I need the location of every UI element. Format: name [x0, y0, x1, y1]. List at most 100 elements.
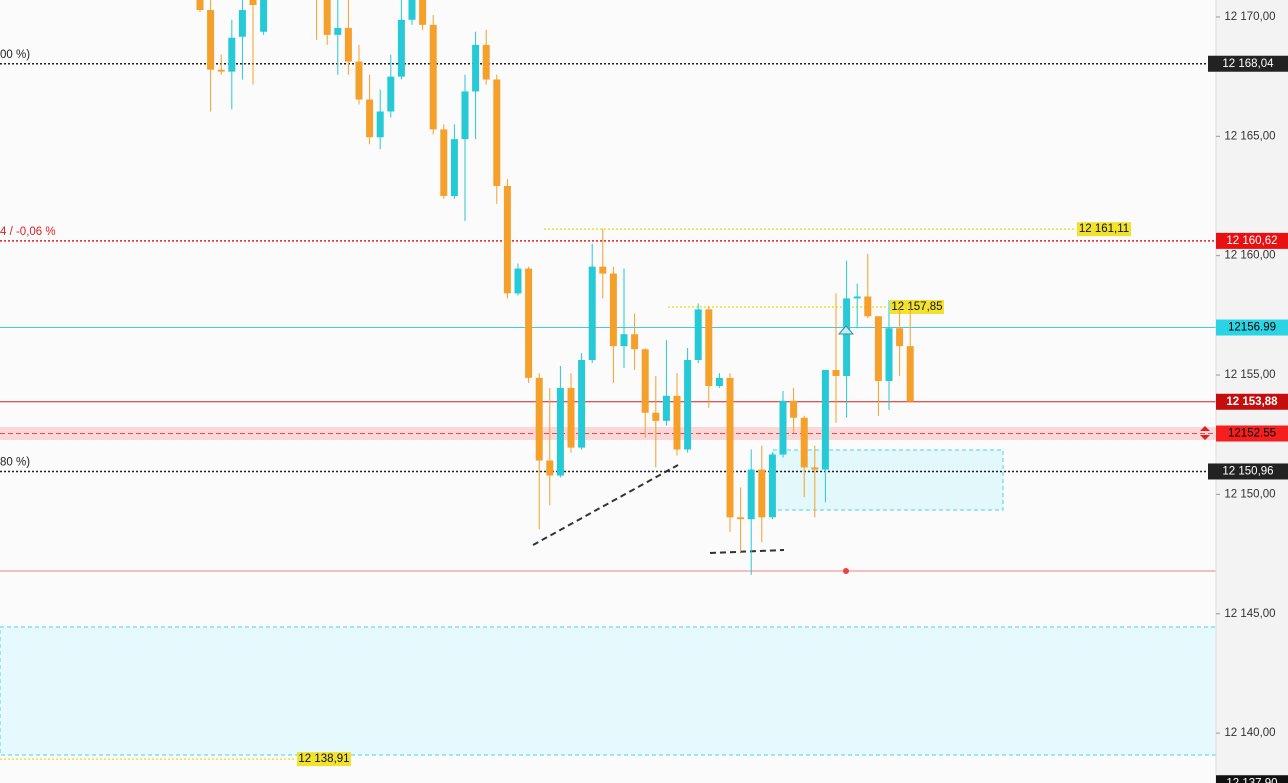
candle-body: [694, 309, 702, 360]
level-note: 4 / -0,06 %: [0, 226, 56, 238]
candle-body: [821, 370, 829, 470]
y-tick-label: 12 155,00: [1224, 369, 1275, 381]
candle-body: [366, 99, 374, 138]
candle-body: [715, 377, 723, 387]
price-box: [1208, 55, 1288, 72]
candle-body: [779, 400, 787, 455]
candle-body: [747, 469, 755, 520]
alert-icon: [1200, 426, 1210, 440]
candle-body: [578, 359, 586, 448]
candle-body: [344, 27, 352, 62]
target-label: 12 157,85: [891, 301, 942, 313]
cyan-zone: [0, 626, 1217, 756]
price-box: [1216, 425, 1288, 442]
candle-body: [800, 417, 808, 468]
candle-body: [260, 0, 268, 32]
candle-body: [514, 268, 522, 294]
candle-body: [705, 309, 713, 387]
candle-body: [334, 27, 342, 35]
candle-body: [429, 24, 437, 130]
price-box: [1216, 775, 1288, 783]
trend-line: [532, 464, 679, 546]
candle-body: [662, 395, 670, 421]
candle-body: [896, 328, 904, 347]
candle-body: [684, 359, 692, 450]
candle-body: [906, 346, 914, 402]
candle-body: [832, 370, 840, 376]
candle-body: [790, 400, 798, 418]
candle-body: [737, 517, 745, 520]
candle-body: [843, 298, 851, 376]
candle-body: [641, 349, 649, 413]
candle-body: [652, 412, 660, 421]
price-label: 12 168,04: [1222, 58, 1274, 70]
candle-body: [387, 76, 395, 112]
candle-body: [249, 0, 257, 6]
candle-body: [620, 334, 628, 347]
candle-body: [376, 111, 384, 138]
level-note: 00 %): [0, 49, 30, 61]
y-axis: 12 170,00 12 165,00 12 160,00 12 155,00 12 1…: [1208, 11, 1288, 783]
candle-body: [228, 37, 236, 72]
price-label: 12 153,88: [1226, 396, 1278, 408]
candle-body: [864, 296, 872, 317]
candle-body: [397, 19, 405, 77]
candle-body: [525, 268, 533, 378]
y-tick-label: 12 170,00: [1224, 11, 1275, 23]
price-label: 12156.99: [1228, 322, 1276, 334]
y-tick-label: 12 150,00: [1224, 488, 1275, 500]
candle-body: [503, 185, 511, 294]
level-note: 80 %): [0, 457, 30, 469]
target-box: [890, 299, 944, 314]
marker-triangle: [837, 325, 855, 335]
candle-body: [853, 296, 861, 299]
candle-body: [556, 387, 564, 476]
price-label: 12 137,90: [1226, 777, 1277, 783]
candle-body: [472, 44, 480, 92]
y-tick-label: 12 160,00: [1224, 250, 1275, 262]
candle-body: [196, 0, 204, 11]
candle-body: [885, 328, 893, 381]
candle-body: [440, 129, 448, 196]
candle-body: [758, 469, 766, 518]
trend-line: [709, 549, 785, 554]
y-tick-label: 12 145,00: [1224, 608, 1275, 620]
price-label: 12152.55: [1228, 428, 1276, 440]
y-tick-label: 12 140,00: [1224, 727, 1275, 739]
candle-body: [419, 0, 427, 25]
marker-dot: [843, 568, 849, 574]
target-box: [1077, 222, 1131, 237]
candle-body: [238, 10, 246, 37]
candle-body: [450, 139, 458, 196]
candle-body: [323, 0, 331, 35]
y-tick-label: 12 165,00: [1224, 130, 1275, 142]
candle-body: [631, 334, 639, 350]
candle-body: [546, 460, 554, 476]
target-label: 12 138,91: [298, 753, 349, 765]
price-box: [1216, 393, 1288, 410]
candle-body: [599, 266, 607, 274]
target-label: 12 161,11: [1079, 223, 1129, 235]
candle-body: [408, 0, 416, 20]
target-box: [297, 752, 351, 767]
candle-body: [535, 377, 543, 461]
candle-body: [207, 10, 215, 70]
candle-body: [811, 467, 819, 470]
candle-body: [588, 266, 596, 360]
candle-body: [726, 377, 734, 518]
price-label: 12 160,62: [1226, 235, 1277, 247]
candle-body: [609, 273, 617, 347]
candle-body: [874, 316, 882, 381]
candle-body: [768, 454, 776, 518]
candles: [196, 0, 914, 575]
cyan-box: [772, 449, 1004, 511]
price-box: [1216, 319, 1288, 336]
candle-body: [482, 44, 490, 80]
price-box: [1216, 232, 1288, 249]
price-label: 12 150,96: [1222, 466, 1273, 478]
candle-body: [567, 387, 575, 448]
price-box: [1208, 463, 1288, 480]
candle-body: [355, 61, 363, 100]
candle-body: [461, 91, 469, 140]
